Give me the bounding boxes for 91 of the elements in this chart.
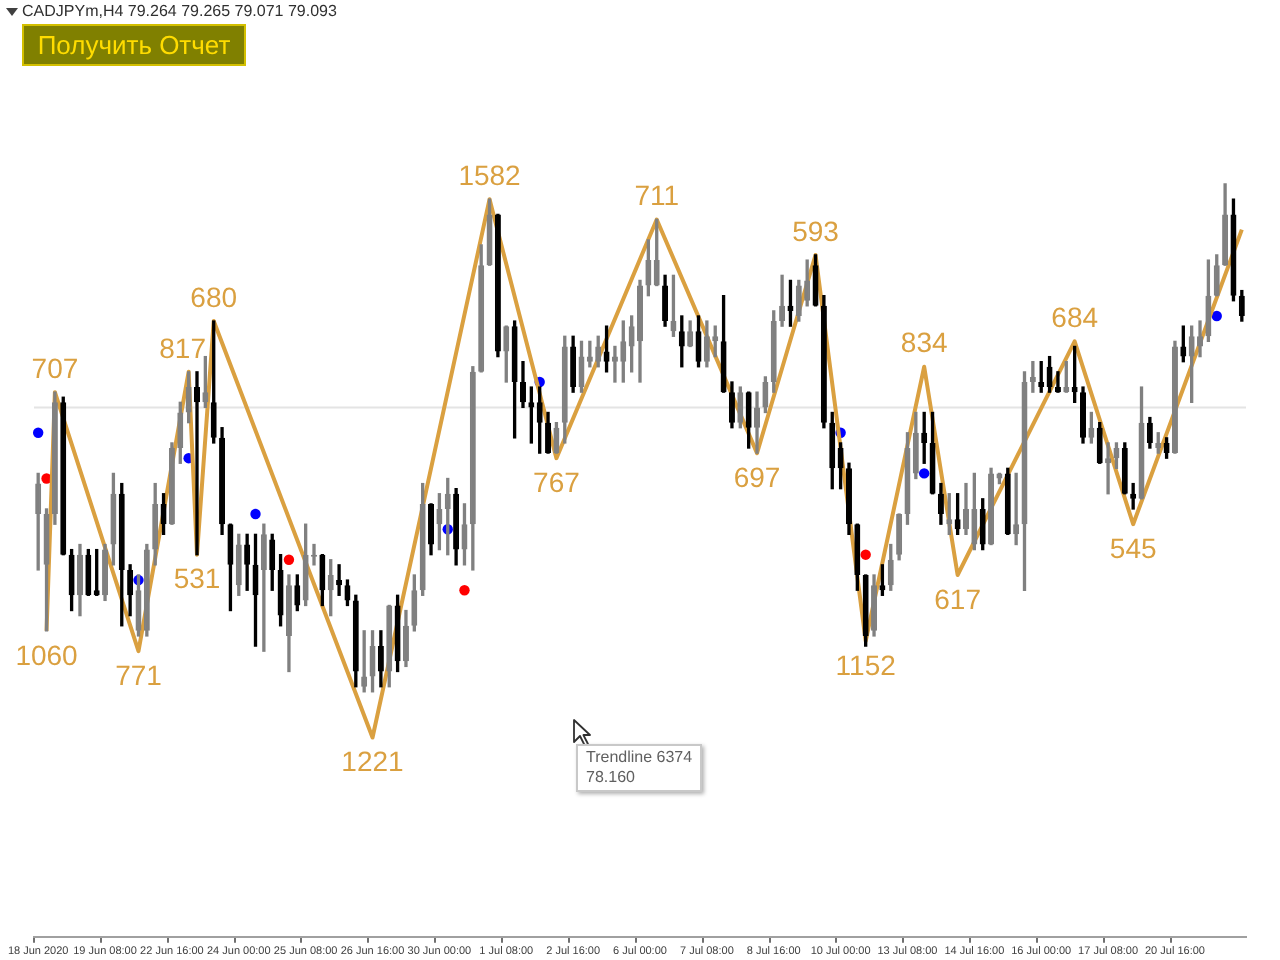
- candlestick: [1071, 345, 1078, 403]
- candlestick: [545, 411, 552, 454]
- text: Trendline 6374: [586, 748, 693, 768]
- candlestick: [845, 462, 852, 536]
- candlestick: [118, 482, 125, 627]
- candlestick: [160, 493, 167, 536]
- candlestick: [244, 533, 251, 591]
- candlestick: [85, 548, 92, 596]
- candlestick: [93, 548, 100, 596]
- annotation: 593: [792, 214, 840, 247]
- candlestick: [1046, 355, 1053, 393]
- candlestick: [695, 315, 702, 368]
- candlestick: [1121, 442, 1128, 495]
- candlestick: [862, 574, 869, 647]
- annotation: 767: [533, 465, 581, 498]
- candlestick: [787, 279, 794, 327]
- candlestick: [277, 554, 284, 627]
- point: [459, 585, 470, 596]
- candlestick: [269, 533, 276, 591]
- candlestick: [252, 533, 259, 647]
- annotation: 711: [634, 179, 680, 212]
- candlestick: [1238, 289, 1245, 322]
- candlestick: [570, 335, 577, 393]
- point: [860, 549, 871, 560]
- candlestick: [1230, 198, 1237, 302]
- candlestick: [1004, 467, 1011, 536]
- annotation: 684: [1051, 301, 1099, 334]
- candlestick: [745, 391, 752, 449]
- annotation: 817: [159, 331, 207, 364]
- candlestick: [921, 411, 928, 464]
- candlestick: [377, 630, 384, 688]
- candlestick: [979, 498, 986, 551]
- candlestick: [1080, 386, 1087, 444]
- annotation: 1060: [15, 638, 79, 671]
- candlestick: [453, 487, 460, 566]
- candlestick: [854, 523, 861, 591]
- annotation: 545: [1109, 531, 1157, 564]
- candlestick: [219, 427, 226, 536]
- candlestick: [344, 579, 351, 607]
- text: 78.160: [586, 768, 637, 788]
- candlestick: [127, 564, 134, 617]
- annotation: 1221: [341, 745, 405, 778]
- candlestick: [1146, 416, 1153, 449]
- candlestick: [1180, 325, 1187, 363]
- point: [250, 508, 261, 520]
- candlestick: [829, 411, 836, 490]
- candlestick: [879, 564, 886, 596]
- candlestick: [678, 315, 685, 368]
- candlestick: [1054, 371, 1061, 393]
- annotation: 1582: [458, 158, 522, 191]
- annotation: 680: [190, 280, 238, 313]
- text: Получить Отчет: [22, 24, 246, 66]
- candlestick: [662, 274, 669, 327]
- candlestick: [954, 493, 961, 536]
- point: [283, 554, 295, 565]
- annotation: 1152: [835, 648, 897, 681]
- annotation: 834: [900, 326, 948, 359]
- candlestick: [812, 254, 819, 307]
- candlestick: [603, 325, 610, 373]
- annotation: 531: [173, 562, 221, 595]
- candlestick: [193, 371, 200, 556]
- candlestick: [1163, 437, 1170, 459]
- candlestick: [728, 381, 735, 429]
- candlestick: [820, 295, 827, 429]
- candlestick: [511, 320, 518, 439]
- point: [32, 427, 44, 438]
- annotation: 707: [31, 351, 79, 384]
- candlestick: [1096, 421, 1103, 464]
- annotation: 617: [934, 582, 982, 615]
- candlestick: [210, 320, 217, 444]
- candlestick: [1038, 361, 1045, 393]
- candlestick: [294, 574, 301, 612]
- point: [1211, 310, 1222, 322]
- candlestick: [336, 564, 343, 596]
- candlestick: [319, 554, 326, 607]
- candlestick: [428, 503, 435, 556]
- candlestick: [720, 295, 727, 393]
- annotation: 771: [115, 658, 163, 691]
- candlestick: [352, 594, 359, 688]
- chart-title: CADJPYm,H4 79.264 79.265 79.071 79.093: [22, 2, 337, 20]
- point: [918, 468, 930, 479]
- annotation: 697: [733, 460, 781, 493]
- candlestick: [60, 396, 67, 556]
- candlestick: [494, 213, 501, 358]
- candlestick: [227, 523, 234, 612]
- candlestick: [394, 594, 401, 673]
- candlestick: [929, 411, 936, 495]
- candlestick: [937, 482, 944, 525]
- candlestick: [1130, 482, 1137, 510]
- candlestick: [528, 386, 535, 444]
- candlestick: [68, 548, 75, 612]
